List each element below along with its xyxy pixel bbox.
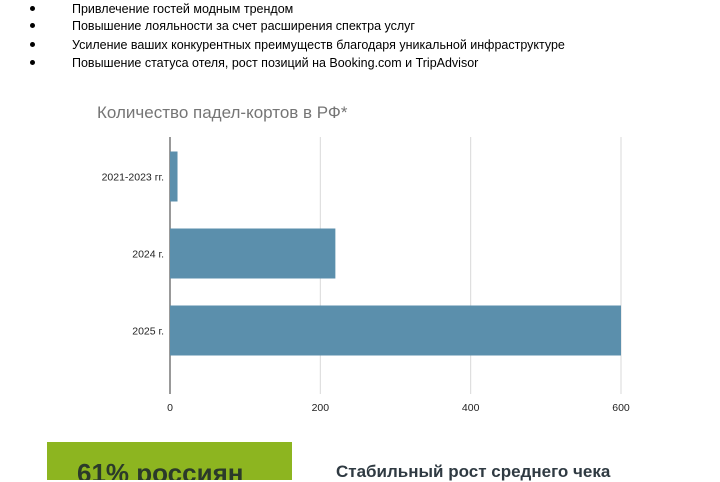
bullet-icon xyxy=(30,23,35,28)
benefit-text: Усиление ваших конкурентных преимуществ … xyxy=(72,38,565,52)
x-tick-label: 200 xyxy=(312,402,330,414)
section-subheading: Стабильный рост среднего чека xyxy=(336,462,611,481)
bullet-icon xyxy=(30,42,35,47)
category-label: 2021-2023 гг. xyxy=(102,172,164,184)
x-tick-label: 0 xyxy=(167,402,173,414)
category-label: 2025 г. xyxy=(132,326,164,338)
x-tick-label: 400 xyxy=(462,402,480,414)
x-tick-label: 600 xyxy=(612,402,630,414)
bullet-icon xyxy=(30,6,35,11)
bar xyxy=(170,228,336,279)
chart-title: Количество падел-кортов в РФ* xyxy=(97,103,348,122)
highlight-card: 61% россиян xyxy=(47,442,292,480)
benefit-text: Привлечение гостей модным трендом xyxy=(72,2,294,16)
bullet-icon xyxy=(30,60,35,65)
padel-courts-bar-chart: 2021-2023 гг. 2024 г. 2025 г. 0 200 400 600 xyxy=(102,137,630,414)
benefit-text: Повышение статуса отеля, рост позиций на… xyxy=(72,56,479,70)
highlight-text: 61% россиян xyxy=(77,458,244,480)
benefit-text: Повышение лояльности за счет расширения … xyxy=(72,19,415,33)
bar xyxy=(170,151,178,202)
bar xyxy=(170,305,621,356)
category-label: 2024 г. xyxy=(132,249,164,261)
